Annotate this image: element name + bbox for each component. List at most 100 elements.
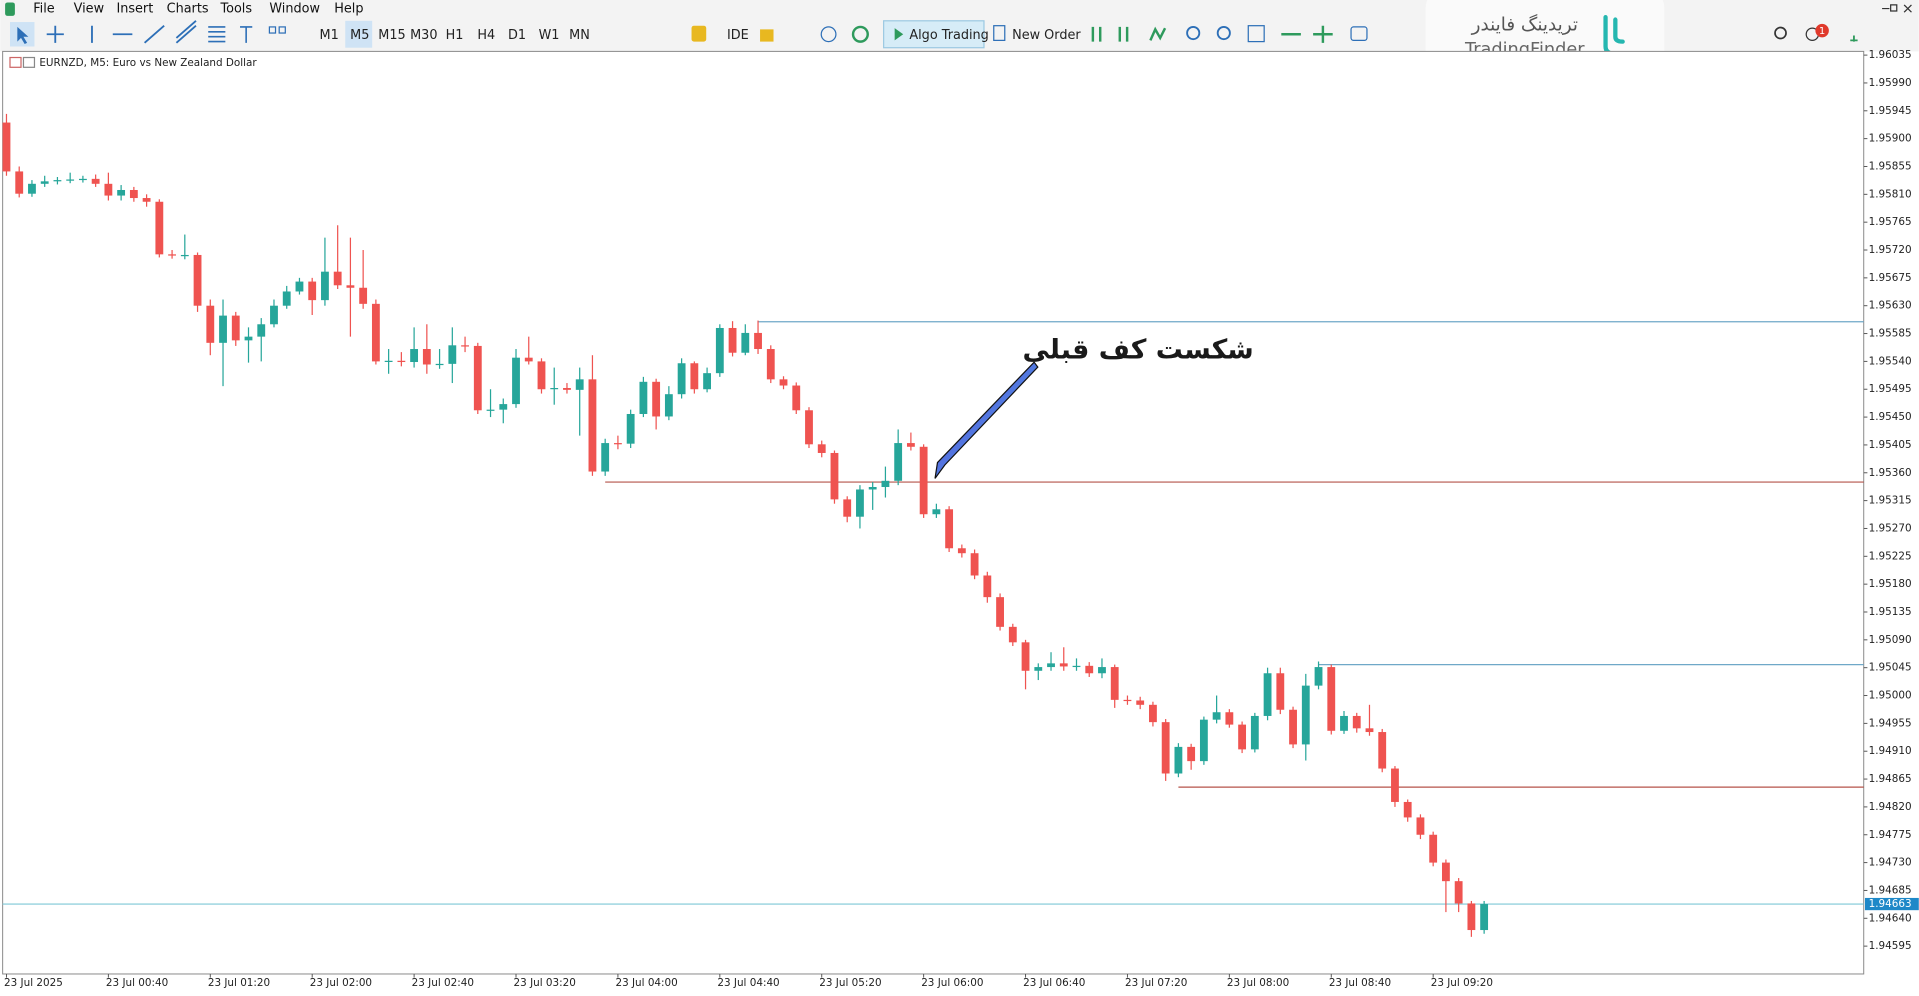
menu-item[interactable]: Window xyxy=(269,2,320,17)
candle-body xyxy=(1378,732,1387,769)
x-tick-label: 23 Jul 08:00 xyxy=(1227,977,1289,989)
period-button[interactable]: W1 xyxy=(539,28,560,43)
candle-body xyxy=(1301,685,1310,745)
candle-body xyxy=(346,285,355,288)
y-tick-label: 1.95540 xyxy=(1869,355,1912,367)
candle-body xyxy=(1327,667,1336,731)
x-tick-label: 23 Jul 08:40 xyxy=(1329,977,1391,989)
menu-item[interactable]: Insert xyxy=(116,2,153,17)
candle-body xyxy=(142,198,151,202)
y-tick-label: 1.95855 xyxy=(1869,160,1912,172)
candle-body xyxy=(1403,801,1412,818)
x-tick-label: 23 Jul 02:40 xyxy=(412,977,474,989)
x-tick-label: 23 Jul 04:00 xyxy=(615,977,677,989)
candle-body xyxy=(1263,673,1272,716)
candle-body xyxy=(945,509,954,549)
vps-icon[interactable] xyxy=(851,25,869,43)
candle-body xyxy=(1199,719,1208,762)
x-tick-label: 23 Jul 00:40 xyxy=(106,977,168,989)
candle-body xyxy=(932,509,941,515)
period-button[interactable]: M15 xyxy=(378,28,405,43)
candle-body xyxy=(957,548,966,554)
current-price-tag xyxy=(1864,897,1919,911)
candle-body xyxy=(830,452,839,500)
candle-body xyxy=(66,179,75,181)
menu-item[interactable]: File xyxy=(33,2,55,17)
x-tick-label: 23 Jul 07:20 xyxy=(1125,977,1187,989)
badge-count: 1 xyxy=(1819,26,1825,37)
candle-body xyxy=(473,345,482,411)
candle-body xyxy=(448,345,457,364)
new-order-button[interactable]: New Order xyxy=(1012,28,1081,43)
y-tick-label: 1.94595 xyxy=(1869,940,1912,952)
x-tick-label: 23 Jul 09:20 xyxy=(1431,977,1493,989)
search-icon[interactable] xyxy=(1774,26,1787,40)
signal-icon[interactable] xyxy=(1850,35,1858,42)
play-icon xyxy=(894,28,904,41)
period-button[interactable]: H4 xyxy=(477,28,495,43)
screenshot-icon[interactable] xyxy=(1350,26,1368,41)
candle-body xyxy=(779,379,788,386)
market-icon[interactable] xyxy=(691,25,707,42)
shapes-icon[interactable] xyxy=(268,26,277,34)
candle-body xyxy=(1250,715,1259,750)
menu-item[interactable]: Tools xyxy=(219,2,252,17)
chart-icon xyxy=(22,56,36,68)
y-tick-label: 1.95045 xyxy=(1869,662,1912,674)
chart-title: EURNZD, M5: Euro vs New Zealand Dollar xyxy=(39,57,257,69)
fibo-text-tools[interactable] xyxy=(208,26,253,43)
candle-body xyxy=(1059,663,1068,667)
candle-body xyxy=(563,388,571,390)
period-button[interactable]: MN xyxy=(569,28,590,43)
zoom-out[interactable] xyxy=(1216,26,1231,41)
lock-icon[interactable] xyxy=(760,29,774,42)
candle-body xyxy=(359,287,368,304)
period-button[interactable]: M5 xyxy=(350,28,369,43)
scroll-icons[interactable] xyxy=(1281,25,1333,43)
candle-body xyxy=(856,489,864,517)
y-tick-label: 1.95270 xyxy=(1869,522,1912,534)
x-tick-label: 23 Jul 01:20 xyxy=(208,977,270,989)
candle-body xyxy=(537,361,546,390)
candle-body xyxy=(91,178,100,184)
x-tick-label: 23 Jul 06:40 xyxy=(1023,977,1085,989)
algo-trading-button[interactable]: Algo Trading xyxy=(909,28,988,43)
cloud-icon[interactable] xyxy=(820,26,837,43)
candle-body xyxy=(677,363,686,395)
menu-item[interactable]: View xyxy=(74,2,104,17)
ide-button[interactable]: IDE xyxy=(727,28,749,43)
y-tick-label: 1.95225 xyxy=(1869,550,1912,562)
tile-icon[interactable] xyxy=(1247,25,1265,43)
zoom-in[interactable] xyxy=(1186,26,1201,41)
candle-body xyxy=(906,443,915,447)
y-tick-label: 1.95990 xyxy=(1869,77,1912,89)
cursor-icon xyxy=(17,26,29,45)
candle-body xyxy=(575,379,584,390)
menu-item[interactable]: Help xyxy=(334,2,363,17)
candle-body xyxy=(512,357,520,405)
period-button[interactable]: H1 xyxy=(446,28,464,43)
y-tick-label: 1.95720 xyxy=(1869,244,1912,256)
candle-body xyxy=(1416,817,1425,835)
crosshair-icon[interactable] xyxy=(46,25,64,43)
candle-body xyxy=(1008,626,1017,643)
candle-body xyxy=(499,404,508,410)
candle-body xyxy=(219,315,227,343)
candle-body xyxy=(1110,667,1119,700)
candle-body xyxy=(78,178,87,181)
line-tools[interactable] xyxy=(91,20,197,44)
period-button[interactable]: D1 xyxy=(508,28,526,43)
period-button[interactable]: M30 xyxy=(410,28,437,43)
y-tick-label: 1.96035 xyxy=(1869,49,1912,61)
chart-type-icons[interactable] xyxy=(1091,26,1167,42)
y-tick-label: 1.94865 xyxy=(1869,773,1912,785)
algo-button-bg[interactable] xyxy=(883,20,985,49)
candle-body xyxy=(1289,709,1297,745)
menu-item[interactable]: Charts xyxy=(167,2,209,17)
candle-body xyxy=(766,349,775,380)
period-button[interactable]: M1 xyxy=(320,28,339,43)
candle-body xyxy=(28,183,36,194)
x-tick-label: 23 Jul 03:20 xyxy=(514,977,576,989)
window-controls[interactable] xyxy=(1882,4,1912,13)
candle-body xyxy=(1085,665,1094,674)
